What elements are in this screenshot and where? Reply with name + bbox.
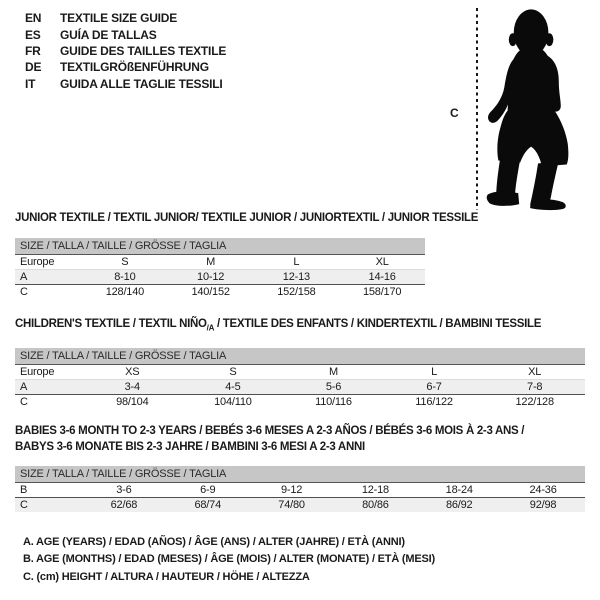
table-cell: 3-4 [82,379,183,395]
language-code: FR [25,43,41,58]
table-cell: 10-12 [167,269,254,285]
row-label: C [15,284,82,299]
language-row-fr: FR GUIDE DES TAILLES TEXTILE [25,43,226,59]
table-cell: 74/80 [249,497,334,512]
table-row: C 128/140 140/152 152/158 158/170 [15,284,425,299]
table-row: A 3-4 4-5 5-6 6-7 7-8 [15,379,585,395]
toddler-silhouette-icon [486,9,569,211]
table-cell: 116/122 [383,394,485,409]
table-cell: L [431,366,438,378]
table-row: B 3-6 6-9 9-12 12-18 18-24 24-36 [15,483,585,498]
table-cell: 9-12 [280,484,303,496]
table-cell: 12-18 [361,484,389,496]
table-cell: 62/68 [82,497,166,512]
table-cell: 18-24 [445,484,473,496]
language-code: DE [25,60,42,75]
table-row: A 8-10 10-12 12-13 14-16 [15,269,425,285]
guide-title-en: TEXTILE SIZE GUIDE [60,11,178,26]
table-cell: 8-10 [82,269,168,285]
table-cell: 24-36 [529,484,557,496]
table-cell: 14-16 [339,269,425,285]
height-measure-label: C [450,106,459,120]
table-cell: 5-6 [283,379,384,395]
row-label: B [20,484,28,496]
language-title-list: EN TEXTILE SIZE GUIDE ES GUÍA DE TALLAS … [25,10,226,92]
row-label: Europe [20,366,55,378]
children-title-suffix: / TEXTILE DES ENFANTS / KINDERTEXTIL / B… [214,318,542,330]
table-cell: XS [125,366,140,378]
children-section-title: CHILDREN'S TEXTILE / TEXTIL NIÑO/A / TEX… [15,318,541,332]
table-cell: XL [375,256,389,268]
table-cell: 98/104 [82,394,183,409]
table-cell: S [229,366,237,378]
row-label: Europe [20,256,55,268]
language-code: ES [25,27,41,42]
size-header-bar: SIZE / TALLA / TAILLE / GRÖSSE / TAGLIA [15,466,585,483]
babies-section-title: BABIES 3-6 MONTH TO 2-3 YEARS / BEBÉS 3-… [15,423,525,455]
table-row: C 98/104 104/110 110/116 116/122 122/128 [15,394,585,409]
row-label: C [15,394,82,409]
table-cell: 122/128 [484,394,585,409]
size-header-bar: SIZE / TALLA / TAILLE / GRÖSSE / TAGLIA [15,238,425,255]
table-cell: 104/110 [182,394,284,409]
guide-title-fr: GUIDE DES TAILLES TEXTILE [60,43,227,58]
table-cell: 12-13 [253,269,340,285]
table-cell: M [206,256,216,268]
language-code: IT [25,76,36,91]
table-row: Europe S M L XL [15,255,425,270]
table-cell: 86/92 [417,497,502,512]
table-cell: 140/152 [167,284,254,299]
table-cell: 4-5 [182,379,284,395]
table-cell: M [329,366,338,378]
legend-note-a: A. AGE (YEARS) / EDAD (AÑOS) / ÂGE (ANS)… [23,536,405,548]
children-size-table: SIZE / TALLA / TAILLE / GRÖSSE / TAGLIA … [15,348,585,409]
legend-note-b: B. AGE (MONTHS) / EDAD (MESES) / ÂGE (MO… [23,553,435,566]
language-row-de: DE TEXTILGRÖßENFÜHRUNG [25,59,226,75]
children-title-prefix: CHILDREN'S TEXTILE / TEXTIL NIÑO [15,318,207,330]
row-label: C [15,497,82,512]
height-measure-dashed-line [476,8,478,210]
babies-title-line1: BABIES 3-6 MONTH TO 2-3 YEARS / BEBÉS 3-… [15,425,525,437]
language-row-it: IT GUIDA ALLE TAGLIE TESSILI [25,76,226,92]
table-cell: 110/116 [283,394,384,409]
children-title-subscript: /A [206,323,215,333]
row-label: A [15,379,82,395]
table-row: C 62/68 68/74 74/80 80/86 86/92 92/98 [15,497,585,512]
table-cell: 3-6 [116,484,132,496]
table-cell: 6-7 [383,379,485,395]
guide-title-de: TEXTILGRÖßENFÜHRUNG [60,60,209,75]
table-cell: 68/74 [165,497,250,512]
table-row: Europe XS S M L XL [15,365,585,380]
row-label: A [15,269,82,285]
babies-size-table: SIZE / TALLA / TAILLE / GRÖSSE / TAGLIA … [15,466,585,512]
legend-note-c: C. (cm) HEIGHT / ALTURA / HAUTEUR / HÖHE… [23,570,310,583]
junior-size-table: SIZE / TALLA / TAILLE / GRÖSSE / TAGLIA … [15,238,425,299]
junior-section-title: JUNIOR TEXTILE / TEXTIL JUNIOR/ TEXTILE … [15,212,479,224]
table-cell: 92/98 [501,497,585,512]
language-code: EN [25,11,42,26]
language-row-es: ES GUÍA DE TALLAS [25,26,226,42]
table-cell: XL [528,366,542,378]
table-cell: 80/86 [333,497,418,512]
table-cell: 6-9 [200,484,216,496]
table-cell: 7-8 [484,379,585,395]
legend-notes: A. AGE (YEARS) / EDAD (AÑOS) / ÂGE (ANS)… [23,534,435,586]
size-header-bar: SIZE / TALLA / TAILLE / GRÖSSE / TAGLIA [15,348,585,365]
table-cell: 128/140 [82,284,168,299]
guide-title-es: GUÍA DE TALLAS [60,27,157,42]
language-row-en: EN TEXTILE SIZE GUIDE [25,10,226,26]
babies-title-line2: BABYS 3-6 MONATE BIS 2-3 JAHRE / BAMBINI… [15,441,365,453]
table-cell: 158/170 [339,284,425,299]
table-cell: L [293,256,300,268]
table-cell: 152/158 [253,284,340,299]
guide-title-it: GUIDA ALLE TAGLIE TESSILI [60,76,223,91]
table-cell: S [121,256,129,268]
